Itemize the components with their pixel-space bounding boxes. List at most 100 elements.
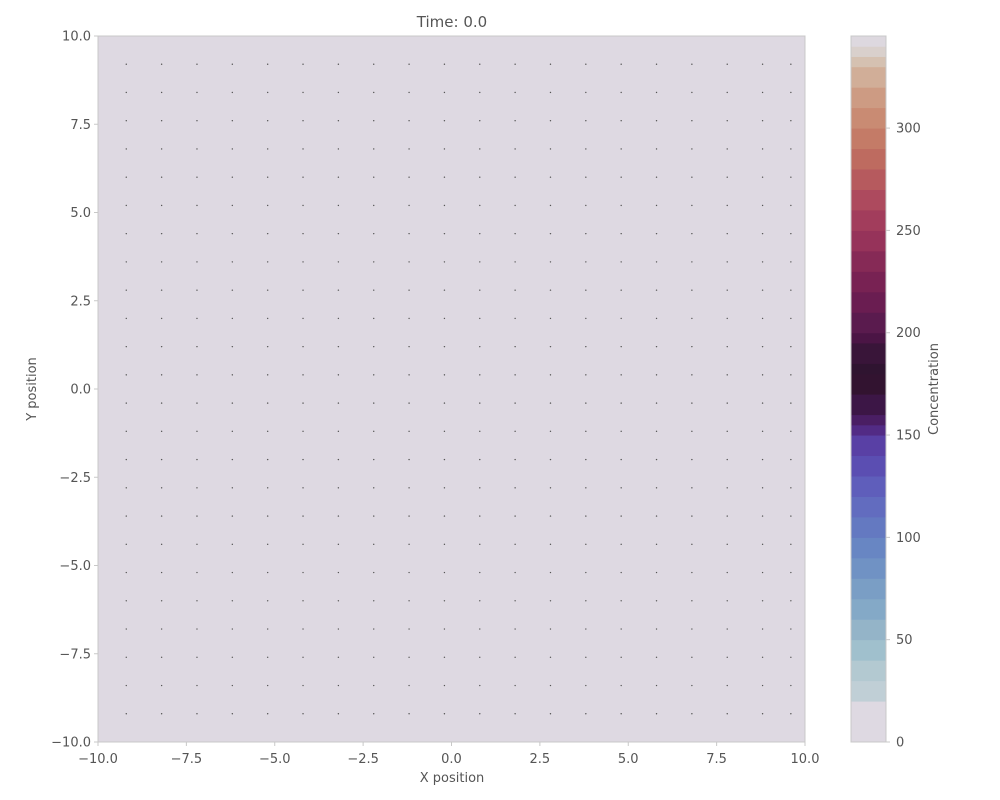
sample-point xyxy=(656,318,657,319)
colorbar-band xyxy=(851,46,886,57)
sample-point xyxy=(196,628,197,629)
sample-point xyxy=(373,685,374,686)
sample-point xyxy=(727,544,728,545)
sample-point xyxy=(373,544,374,545)
sample-point xyxy=(762,713,763,714)
sample-point xyxy=(444,515,445,516)
sample-point xyxy=(232,233,233,234)
x-tick-label: 2.5 xyxy=(530,752,551,767)
sample-point xyxy=(267,657,268,658)
sample-point xyxy=(338,685,339,686)
sample-point xyxy=(656,544,657,545)
sample-point xyxy=(727,431,728,432)
sample-point xyxy=(514,685,515,686)
sample-point xyxy=(161,431,162,432)
sample-point xyxy=(338,487,339,488)
sample-point xyxy=(656,261,657,262)
sample-point xyxy=(126,431,127,432)
sample-point xyxy=(161,515,162,516)
sample-point xyxy=(790,685,791,686)
sample-point xyxy=(302,205,303,206)
sample-point xyxy=(267,572,268,573)
sample-point xyxy=(196,289,197,290)
sample-point xyxy=(408,346,409,347)
sample-point xyxy=(514,205,515,206)
sample-point xyxy=(338,515,339,516)
sample-point xyxy=(479,148,480,149)
colorbar-tick-label: 200 xyxy=(896,326,921,341)
sample-point xyxy=(338,148,339,149)
sample-point xyxy=(232,572,233,573)
sample-point xyxy=(691,318,692,319)
plot-area xyxy=(98,36,805,742)
sample-point xyxy=(126,92,127,93)
sample-point xyxy=(585,572,586,573)
colorbar-band xyxy=(851,67,886,88)
sample-point xyxy=(302,233,303,234)
sample-point xyxy=(126,600,127,601)
sample-point xyxy=(196,487,197,488)
sample-point xyxy=(479,628,480,629)
sample-point xyxy=(691,233,692,234)
sample-point xyxy=(267,205,268,206)
y-tick-label: 2.5 xyxy=(70,294,91,309)
sample-point xyxy=(762,402,763,403)
colorbar-tick-label: 50 xyxy=(896,633,913,648)
sample-point xyxy=(479,92,480,93)
sample-point xyxy=(267,544,268,545)
sample-point xyxy=(267,148,268,149)
sample-point xyxy=(656,346,657,347)
sample-point xyxy=(196,177,197,178)
colorbar-band xyxy=(851,681,886,702)
sample-point xyxy=(267,685,268,686)
y-tick-label: −2.5 xyxy=(59,471,91,486)
colorbar-tick-label: 100 xyxy=(896,531,921,546)
sample-point xyxy=(550,628,551,629)
sample-point xyxy=(338,374,339,375)
sample-point xyxy=(338,92,339,93)
sample-point xyxy=(585,318,586,319)
sample-point xyxy=(302,177,303,178)
sample-point xyxy=(585,233,586,234)
sample-point xyxy=(408,459,409,460)
sample-point xyxy=(302,685,303,686)
sample-point xyxy=(479,64,480,65)
sample-point xyxy=(762,459,763,460)
sample-point xyxy=(620,92,621,93)
sample-point xyxy=(126,459,127,460)
sample-point xyxy=(691,657,692,658)
sample-point xyxy=(302,289,303,290)
sample-point xyxy=(126,657,127,658)
sample-point xyxy=(620,374,621,375)
sample-point xyxy=(373,431,374,432)
x-tick-label: 7.5 xyxy=(706,752,727,767)
sample-point xyxy=(762,205,763,206)
sample-point xyxy=(790,261,791,262)
sample-point xyxy=(267,459,268,460)
colorbar-band xyxy=(851,456,886,477)
sample-point xyxy=(585,148,586,149)
sample-point xyxy=(338,544,339,545)
sample-point xyxy=(267,487,268,488)
sample-point xyxy=(338,318,339,319)
x-axis-label: X position xyxy=(420,771,485,786)
sample-point xyxy=(691,261,692,262)
sample-point xyxy=(762,148,763,149)
sample-point xyxy=(620,657,621,658)
sample-point xyxy=(691,685,692,686)
sample-point xyxy=(408,374,409,375)
sample-point xyxy=(656,92,657,93)
sample-point xyxy=(585,657,586,658)
sample-point xyxy=(232,431,233,432)
sample-point xyxy=(126,233,127,234)
sample-point xyxy=(302,318,303,319)
sample-point xyxy=(762,177,763,178)
sample-point xyxy=(161,459,162,460)
sample-point xyxy=(408,92,409,93)
sample-point xyxy=(550,713,551,714)
sample-point xyxy=(691,600,692,601)
sample-point xyxy=(790,431,791,432)
sample-point xyxy=(550,318,551,319)
sample-point xyxy=(620,572,621,573)
sample-point xyxy=(790,120,791,121)
